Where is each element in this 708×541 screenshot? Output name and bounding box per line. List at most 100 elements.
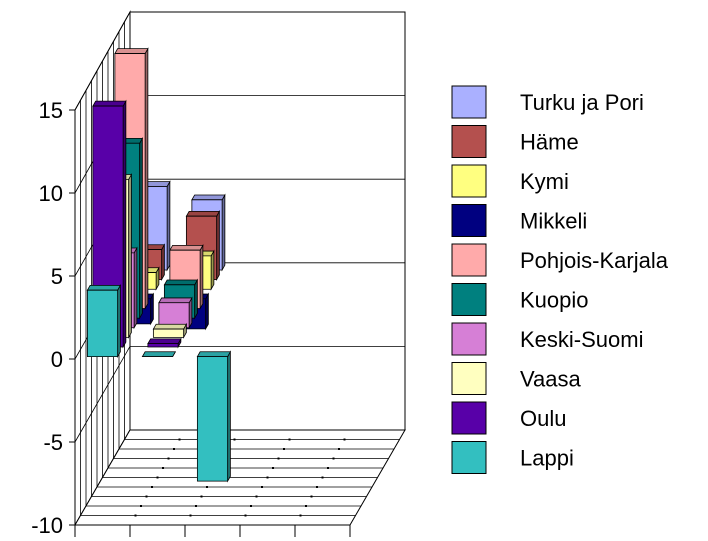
bar-side <box>216 209 220 282</box>
bar-top <box>158 297 193 304</box>
bar-side <box>194 278 198 320</box>
bar-side <box>139 136 143 320</box>
floor-dot <box>316 486 318 488</box>
y-tick-label: -10 <box>31 513 63 538</box>
bar-top <box>163 279 199 286</box>
bar-side <box>210 249 215 291</box>
back-wall <box>129 11 406 431</box>
bar <box>86 283 122 359</box>
bar-top <box>147 338 182 345</box>
floor-dot <box>283 448 285 450</box>
bar-side <box>122 99 127 349</box>
legend-swatch <box>451 243 487 277</box>
floor-dot <box>178 438 181 441</box>
floor-dot <box>151 486 153 488</box>
floor-dot <box>173 448 175 450</box>
floor-dot <box>327 467 329 469</box>
floor-dot <box>261 486 263 488</box>
floor-dot <box>145 495 148 498</box>
bar-front <box>196 356 229 482</box>
bar-top <box>92 100 127 107</box>
bars <box>86 47 232 483</box>
legend-label: Turku ja Pori <box>520 90 644 115</box>
floor-dot <box>332 457 335 460</box>
y-tick-label: 10 <box>39 181 63 206</box>
bar-side <box>166 180 171 272</box>
legend-swatch <box>451 322 487 356</box>
floor-dot <box>167 457 170 460</box>
bar-front <box>147 343 179 348</box>
floor-dot <box>156 476 159 479</box>
bar <box>196 350 232 483</box>
bar-side <box>128 173 132 339</box>
legend-label: Mikkeli <box>520 209 587 234</box>
legend-swatch <box>451 125 487 158</box>
floor-dot <box>140 505 142 507</box>
legend-label: Lappi <box>520 446 574 471</box>
bar-side <box>144 47 149 311</box>
y-tick-label: -5 <box>43 430 63 455</box>
legend-label: Keski-Suomi <box>520 327 643 352</box>
legend-swatch <box>451 204 487 237</box>
floor-dot <box>244 514 247 517</box>
floor-dot <box>250 505 252 507</box>
y-tick-label: 15 <box>39 98 63 123</box>
floor-dot <box>288 438 291 441</box>
bar-side <box>161 243 165 282</box>
floor-dot <box>134 514 137 517</box>
floor-dot <box>272 467 274 469</box>
legend-swatch <box>451 441 487 474</box>
floor-dot <box>206 486 208 488</box>
legend: Turku ja Pori Häme Kymi Mikkeli Pohjois-Karj… <box>451 85 669 474</box>
bar-top <box>191 194 226 201</box>
bar <box>141 351 177 357</box>
bar-side <box>133 246 138 330</box>
floor-dot <box>277 457 280 460</box>
floor-dot <box>195 505 197 507</box>
floor-dot <box>338 448 340 450</box>
legend-label: Pohjois-Karjala <box>520 248 669 273</box>
bar-top <box>185 210 221 217</box>
bar-side <box>205 292 209 331</box>
bar-top <box>86 284 122 291</box>
bar-top <box>196 351 232 357</box>
bar-side <box>117 283 121 359</box>
bar-top <box>169 244 204 251</box>
floor-dot <box>233 438 236 441</box>
legend-swatch <box>451 85 487 119</box>
bar-side <box>221 193 226 272</box>
y-tick-label: 5 <box>51 264 63 289</box>
bar-side <box>199 243 204 311</box>
legend-label: Kymi <box>520 169 569 194</box>
legend-swatch <box>451 164 487 198</box>
floor-dot <box>189 514 192 517</box>
y-tick-label: 0 <box>51 347 63 372</box>
chart-floor <box>74 429 406 537</box>
floor-dot <box>255 495 258 498</box>
legend-label: Oulu <box>520 406 566 431</box>
legend-swatch <box>451 401 487 435</box>
legend-label: Häme <box>520 130 579 155</box>
floor-dot <box>305 505 307 507</box>
legend-label: Vaasa <box>520 367 582 392</box>
floor-dot <box>310 495 313 498</box>
floor-dot <box>321 476 324 479</box>
floor-dot <box>266 476 269 479</box>
gridline <box>74 345 405 443</box>
bar <box>152 322 188 339</box>
bar-top <box>141 351 177 357</box>
legend-swatch <box>451 283 487 316</box>
bar-front <box>152 328 185 338</box>
floor-dot <box>162 467 164 469</box>
gridline <box>74 11 405 111</box>
bar <box>158 296 193 330</box>
floor-dot <box>299 514 302 517</box>
y-axis: -10 -5 0 5 10 15 <box>31 98 75 538</box>
bar-front <box>158 302 190 329</box>
legend-label: Kuopio <box>520 288 589 313</box>
bar-top <box>152 323 188 330</box>
bar <box>147 337 182 349</box>
bar-top <box>114 48 149 54</box>
floor-dot <box>343 438 346 441</box>
